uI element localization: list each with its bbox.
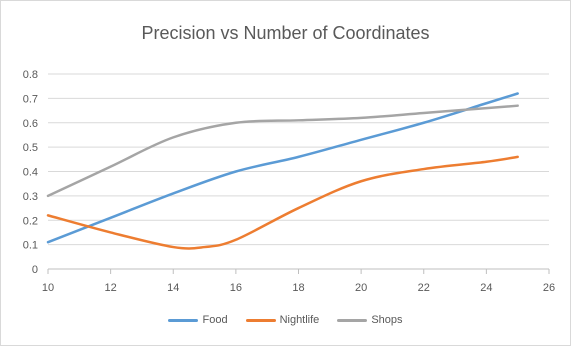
legend-label: Nightlife [279,314,320,326]
x-tick-label: 18 [292,282,304,294]
legend-swatch [245,318,276,322]
x-tick-label: 16 [230,282,242,294]
legend-item-food: Food [168,314,228,326]
y-tick-label: 0.8 [23,69,38,81]
x-tick-label: 22 [418,282,430,294]
x-tick-label: 26 [543,282,555,294]
y-tick-label: 0.3 [23,191,38,203]
y-tick-label: 0.4 [23,167,38,179]
legend: Food Nightlife Shops [1,314,570,326]
x-tick-label: 10 [42,282,54,294]
y-tick-label: 0.5 [23,142,38,154]
y-tick-label: 0 [32,264,38,276]
y-tick-label: 0.7 [23,93,38,105]
series-line-shops [46,104,519,198]
legend-swatch [168,318,199,322]
legend-item-shops: Shops [337,314,403,326]
y-tick-label: 0.1 [23,240,38,252]
x-tick-label: 14 [167,282,179,294]
x-tick-label: 12 [105,282,117,294]
x-tick-label: 24 [480,282,492,294]
legend-item-nightlife: Nightlife [245,314,320,326]
y-tick-label: 0.6 [23,118,38,130]
legend-swatch [337,318,368,322]
y-tick-label: 0.2 [23,215,38,227]
legend-label: Food [202,314,228,326]
series-line-nightlife [46,155,519,250]
chart-title: Precision vs Number of Coordinates [141,23,430,43]
x-tick-label: 20 [355,282,367,294]
legend-label: Shops [371,314,403,326]
